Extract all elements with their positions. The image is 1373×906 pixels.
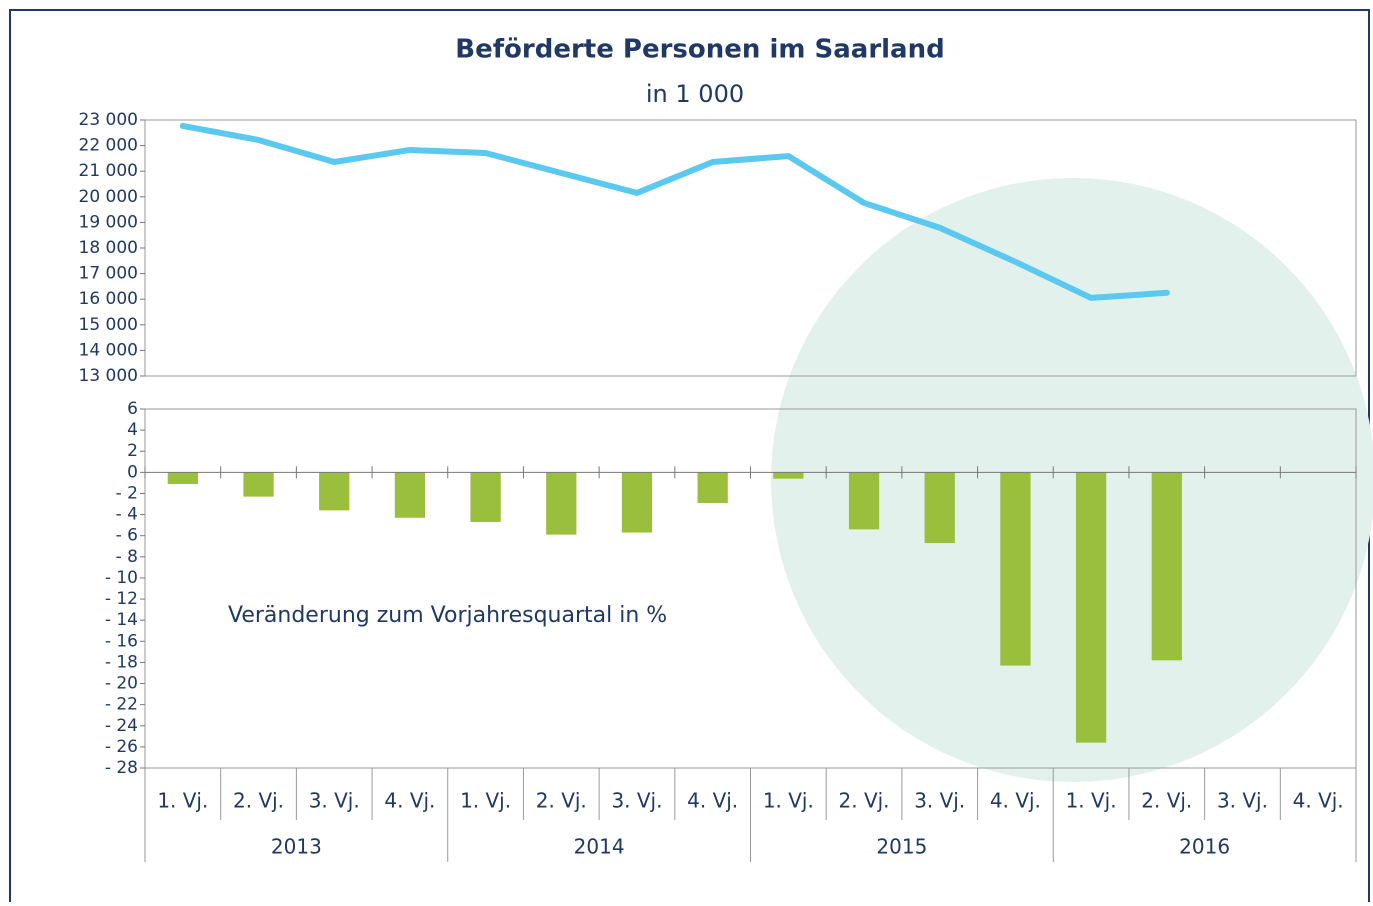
x-tick-label: 2. Vj. <box>839 789 890 813</box>
y-tick-label: 2 <box>127 441 138 461</box>
background-circle <box>771 178 1373 782</box>
bar <box>1151 472 1182 661</box>
y-tick-label: 6 <box>127 399 138 419</box>
year-label: 2016 <box>1179 835 1230 859</box>
y-tick-label: - 16 <box>105 631 138 651</box>
x-tick-label: 4. Vj. <box>384 789 435 813</box>
chart-subtitle: in 1 000 <box>646 80 744 108</box>
x-tick-label: 2. Vj. <box>1141 789 1192 813</box>
y-tick-label: 13 000 <box>79 366 138 386</box>
y-tick-label: - 24 <box>105 716 138 736</box>
bar <box>1075 472 1107 743</box>
x-tick-label: 3. Vj. <box>611 789 662 813</box>
y-tick-label: - 4 <box>116 505 138 525</box>
x-tick-label: 4. Vj. <box>1293 789 1344 813</box>
y-tick-label: 15 000 <box>79 315 138 335</box>
y-tick-label: - 26 <box>105 737 138 757</box>
y-tick-label: 14 000 <box>79 340 138 360</box>
y-tick-label: - 10 <box>105 568 138 588</box>
x-tick-label: 4. Vj. <box>990 789 1041 813</box>
y-tick-label: 4 <box>127 420 138 440</box>
x-tick-label: 3. Vj. <box>309 789 360 813</box>
y-tick-label: - 22 <box>105 695 138 715</box>
bar <box>697 472 728 503</box>
bar <box>394 472 426 518</box>
bar <box>546 472 577 535</box>
bar <box>470 472 501 522</box>
x-tick-label: 3. Vj. <box>1217 789 1268 813</box>
annotation: Veränderung zum Vorjahresquartal in % <box>228 603 667 628</box>
y-tick-label: 21 000 <box>79 161 138 181</box>
y-tick-label: - 8 <box>116 547 138 567</box>
bar <box>848 472 880 530</box>
y-tick-label: - 6 <box>116 526 138 546</box>
y-tick-label: - 14 <box>105 610 138 630</box>
y-tick-label: - 28 <box>105 758 138 778</box>
y-tick-label: 20 000 <box>79 187 138 207</box>
y-tick-label: 0 <box>127 462 138 482</box>
y-tick-label: - 20 <box>105 674 138 694</box>
bar <box>1000 472 1031 666</box>
x-tick-label: 2. Vj. <box>536 789 587 813</box>
y-tick-label: - 12 <box>105 589 138 609</box>
y-tick-label: 23 000 <box>79 110 138 130</box>
y-tick-label: 19 000 <box>79 212 138 232</box>
bar <box>167 472 198 484</box>
bar <box>924 472 955 544</box>
bar <box>243 472 274 497</box>
y-tick-label: - 2 <box>116 483 138 503</box>
x-tick-label: 2. Vj. <box>233 789 284 813</box>
y-tick-label: 22 000 <box>79 136 138 156</box>
y-tick-label: 16 000 <box>79 289 138 309</box>
x-tick-label: 1. Vj. <box>157 789 208 813</box>
x-tick-label: 3. Vj. <box>914 789 965 813</box>
bar <box>621 472 653 533</box>
line-series <box>179 122 1170 301</box>
x-tick-label: 1. Vj. <box>1066 789 1117 813</box>
chart-title: Beförderte Personen im Saarland <box>455 35 944 65</box>
year-label: 2014 <box>574 835 625 859</box>
x-tick-label: 4. Vj. <box>687 789 738 813</box>
x-tick-label: 1. Vj. <box>763 789 814 813</box>
bar <box>319 472 350 511</box>
y-tick-label: 17 000 <box>79 264 138 284</box>
bar <box>773 472 804 479</box>
y-tick-label: - 18 <box>105 652 138 672</box>
y-tick-label: 18 000 <box>79 238 138 258</box>
x-tick-label: 1. Vj. <box>460 789 511 813</box>
year-label: 2013 <box>271 835 322 859</box>
year-label: 2015 <box>876 835 927 859</box>
